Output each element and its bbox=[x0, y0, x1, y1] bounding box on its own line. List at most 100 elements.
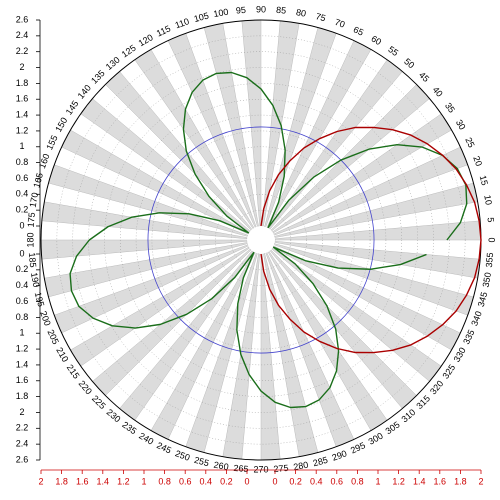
radial-grid-circle bbox=[119, 98, 403, 382]
angle-tick-label: 10 bbox=[482, 194, 494, 206]
radial-grid-circle bbox=[88, 67, 434, 413]
angle-tick-label: 50 bbox=[402, 56, 416, 70]
r2-axis-tick-label: 1 bbox=[141, 476, 146, 486]
angle-grid-line bbox=[167, 40, 262, 241]
sector-band bbox=[61, 130, 261, 240]
r-axis-tick-label: 2.2 bbox=[16, 46, 29, 56]
angle-grid-line bbox=[260, 201, 478, 241]
angle-grid-line bbox=[48, 182, 262, 241]
angle-tick-label: 100 bbox=[213, 7, 230, 19]
angle-grid-line bbox=[92, 239, 262, 382]
angle-tick-label: 180 bbox=[25, 232, 35, 247]
angle-grid-line bbox=[260, 164, 468, 241]
angle-tick-label: 85 bbox=[276, 5, 287, 16]
angle-grid-line bbox=[260, 239, 281, 460]
radial-grid-circle bbox=[72, 51, 450, 429]
angle-tick-label: 260 bbox=[213, 460, 230, 472]
r2-axis-tick-label: 0.4 bbox=[200, 476, 213, 486]
angle-grid-line bbox=[260, 239, 319, 453]
angle-tick-label: 80 bbox=[295, 7, 307, 19]
angle-tick-label: 200 bbox=[38, 310, 53, 328]
angle-tick-label: 55 bbox=[386, 44, 400, 58]
r-axis-tick-label: 2.2 bbox=[16, 423, 29, 433]
angle-tick-label: 95 bbox=[235, 5, 246, 16]
angle-grid-line bbox=[54, 239, 262, 316]
angle-tick-label: 190 bbox=[29, 272, 41, 289]
angle-grid-line bbox=[260, 33, 337, 241]
r2-axis-tick-label: 0 bbox=[272, 476, 277, 486]
angle-tick-label: 60 bbox=[369, 33, 383, 47]
r-axis-tick-label: 1 bbox=[19, 328, 24, 338]
r2-axis-tick-label: 1.8 bbox=[55, 476, 68, 486]
radial-grid-circle bbox=[230, 209, 292, 271]
r-axis-tick-label: 1.2 bbox=[16, 125, 29, 135]
angle-tick-label: 140 bbox=[76, 83, 93, 101]
radial-grid-circle bbox=[183, 162, 339, 318]
r2-axis-tick-label: 1.8 bbox=[454, 476, 467, 486]
angle-tick-label: 285 bbox=[312, 455, 329, 469]
angle-tick-label: 145 bbox=[64, 99, 81, 117]
angle-grid-line bbox=[48, 239, 262, 298]
angle-tick-label: 90 bbox=[256, 4, 266, 14]
r2-axis-tick-label: 1.4 bbox=[413, 476, 426, 486]
angle-tick-label: 175 bbox=[26, 212, 37, 228]
r-axis-tick-label: 0.6 bbox=[16, 296, 29, 306]
angle-tick-label: 330 bbox=[452, 346, 468, 364]
r-axis-tick-label: 2 bbox=[19, 407, 24, 417]
angle-tick-label: 300 bbox=[367, 431, 385, 447]
angle-tick-label: 270 bbox=[253, 464, 268, 474]
angle-tick-label: 245 bbox=[155, 440, 173, 455]
angle-grid-line bbox=[260, 239, 478, 279]
angle-tick-label: 0 bbox=[487, 237, 497, 242]
angle-tick-label: 350 bbox=[481, 272, 493, 289]
sector-band bbox=[261, 240, 461, 350]
sector-band bbox=[261, 59, 403, 241]
angle-tick-label: 255 bbox=[193, 455, 210, 469]
angle-grid-line bbox=[222, 23, 262, 241]
angle-grid-line bbox=[105, 84, 262, 241]
angle-grid-line bbox=[44, 239, 262, 279]
r2-axis-tick-label: 0.4 bbox=[310, 476, 323, 486]
angle-tick-label: 215 bbox=[65, 363, 82, 381]
radial-grid-circle bbox=[199, 178, 323, 302]
reference-circle bbox=[147, 126, 375, 354]
radial-grid-circle bbox=[151, 130, 371, 350]
r-axis-tick-label: 1.8 bbox=[16, 78, 29, 88]
angle-grid-line bbox=[70, 129, 262, 241]
r-axis-tick-label: 0 bbox=[19, 248, 24, 258]
r2-axis-tick-label: 1 bbox=[375, 476, 380, 486]
angle-tick-label: 150 bbox=[53, 116, 69, 134]
angle-grid-line bbox=[41, 239, 262, 260]
r2-axis-tick-label: 0.6 bbox=[331, 476, 344, 486]
angle-tick-label: 70 bbox=[333, 17, 346, 30]
angle-grid-line bbox=[260, 239, 452, 351]
angle-tick-label: 30 bbox=[454, 118, 468, 132]
angle-tick-label: 265 bbox=[233, 463, 249, 474]
radial-grid-circle bbox=[56, 35, 466, 445]
r2-axis-tick-label: 0.8 bbox=[351, 476, 364, 486]
angle-grid-line bbox=[119, 239, 262, 409]
r-axis-tick-label: 0.8 bbox=[16, 312, 29, 322]
r2-axis-tick-label: 1.4 bbox=[97, 476, 110, 486]
angle-grid-line bbox=[260, 220, 481, 241]
angle-grid-line bbox=[260, 23, 300, 241]
r-axis-tick-label: 1.4 bbox=[16, 109, 29, 119]
angle-grid-line bbox=[44, 201, 262, 241]
angle-tick-label: 345 bbox=[476, 291, 490, 308]
angle-grid-line bbox=[260, 146, 461, 241]
angle-tick-label: 320 bbox=[428, 378, 445, 396]
angle-grid-line bbox=[260, 182, 474, 241]
angle-tick-label: 35 bbox=[443, 101, 457, 115]
angle-grid-line bbox=[260, 239, 417, 396]
r-axis-tick-label: 0.6 bbox=[16, 173, 29, 183]
sector-band bbox=[44, 240, 262, 297]
angle-grid-line bbox=[260, 239, 481, 260]
r-axis-tick-label: 1.6 bbox=[16, 375, 29, 385]
r2-axis-tick-label: 1.6 bbox=[76, 476, 89, 486]
angle-tick-label: 195 bbox=[33, 291, 47, 308]
angle-grid-line bbox=[260, 20, 281, 241]
r-axis-tick-label: 0.4 bbox=[16, 280, 29, 290]
angle-tick-label: 160 bbox=[37, 152, 52, 170]
angle-tick-label: 170 bbox=[28, 192, 40, 209]
angle-grid-line bbox=[203, 239, 262, 453]
